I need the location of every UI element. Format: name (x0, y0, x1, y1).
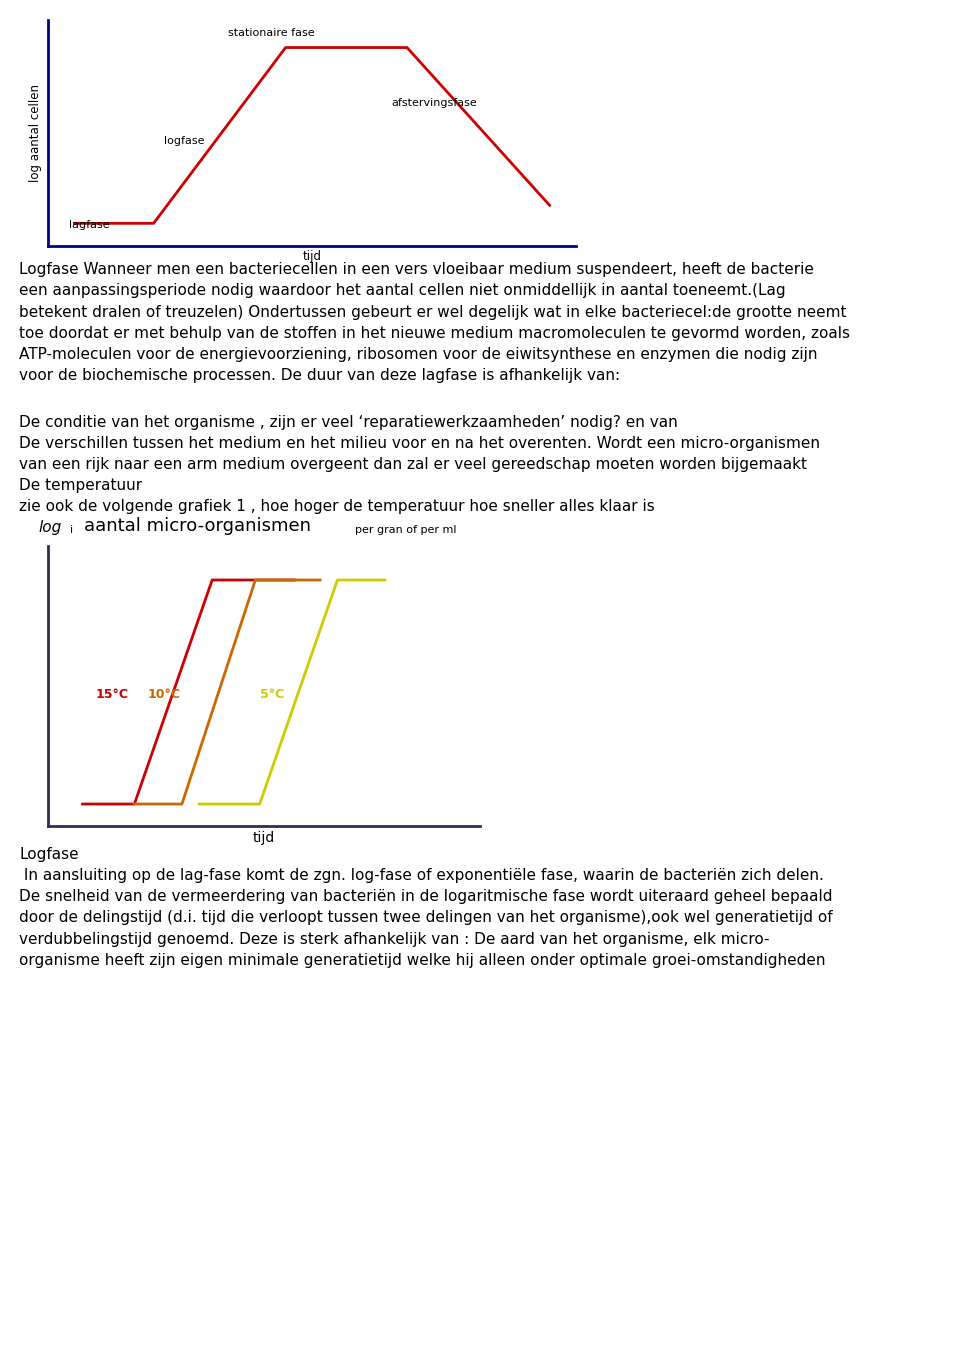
Text: ATP-moleculen voor de energievoorziening, ribosomen voor de eiwitsynthese en enz: ATP-moleculen voor de energievoorziening… (19, 347, 818, 362)
Text: 15°C: 15°C (96, 687, 129, 701)
Text: lagfase: lagfase (69, 220, 109, 229)
Text: zie ook de volgende grafiek 1 , hoe hoger de temperatuur hoe sneller alles klaar: zie ook de volgende grafiek 1 , hoe hoge… (19, 500, 655, 515)
Text: i: i (70, 526, 73, 535)
Text: logfase: logfase (164, 137, 204, 146)
Text: De verschillen tussen het medium en het milieu voor en na het overenten. Wordt e: De verschillen tussen het medium en het … (19, 436, 820, 451)
Text: In aansluiting op de lag-fase komt de zgn. log-fase of exponentiële fase, waarin: In aansluiting op de lag-fase komt de zg… (19, 869, 824, 882)
Text: Logfase Wanneer men een bacteriecellen in een vers vloeibaar medium suspendeert,: Logfase Wanneer men een bacteriecellen i… (19, 262, 814, 277)
Text: 10°C: 10°C (148, 687, 180, 701)
Text: De snelheid van de vermeerdering van bacteriën in de logaritmische fase wordt ui: De snelheid van de vermeerdering van bac… (19, 889, 832, 904)
Text: een aanpassingsperiode nodig waardoor het aantal cellen niet onmiddellijk in aan: een aanpassingsperiode nodig waardoor he… (19, 283, 786, 298)
Text: 5°C: 5°C (259, 687, 284, 701)
Text: De conditie van het organisme , zijn er veel ‘reparatiewerkzaamheden’ nodig? en : De conditie van het organisme , zijn er … (19, 415, 678, 430)
Text: log: log (38, 520, 61, 535)
X-axis label: tijd: tijd (302, 250, 322, 264)
Text: afstervingsfase: afstervingsfase (392, 98, 477, 108)
Text: De temperatuur: De temperatuur (19, 478, 142, 493)
Text: stationaire fase: stationaire fase (228, 29, 314, 38)
Y-axis label: log aantal cellen: log aantal cellen (30, 85, 42, 182)
Text: verdubbelingstijd genoemd. Deze is sterk afhankelijk van : De aard van het organ: verdubbelingstijd genoemd. Deze is sterk… (19, 932, 770, 947)
Text: aantal micro-organismen: aantal micro-organismen (84, 518, 311, 535)
X-axis label: tijd: tijd (252, 831, 276, 844)
Text: door de delingstijd (d.i. tijd die verloopt tussen twee delingen van het organis: door de delingstijd (d.i. tijd die verlo… (19, 910, 833, 925)
Text: per gran of per ml: per gran of per ml (355, 526, 457, 535)
Text: toe doordat er met behulp van de stoffen in het nieuwe medium macromoleculen te : toe doordat er met behulp van de stoffen… (19, 326, 851, 340)
Text: organisme heeft zijn eigen minimale generatietijd welke hij alleen onder optimal: organisme heeft zijn eigen minimale gene… (19, 953, 826, 967)
Text: van een rijk naar een arm medium overgeent dan zal er veel gereedschap moeten wo: van een rijk naar een arm medium overgee… (19, 458, 807, 473)
Text: Logfase: Logfase (19, 847, 79, 862)
Text: betekent dralen of treuzelen) Ondertussen gebeurt er wel degelijk wat in elke ba: betekent dralen of treuzelen) Ondertusse… (19, 305, 847, 320)
Text: voor de biochemische processen. De duur van deze lagfase is afhankelijk van:: voor de biochemische processen. De duur … (19, 369, 620, 382)
